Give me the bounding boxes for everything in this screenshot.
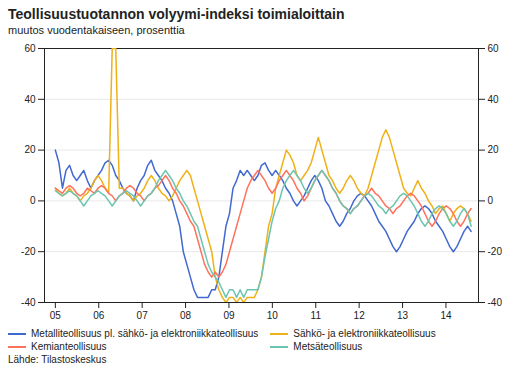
svg-text:06: 06 (93, 310, 105, 321)
html-text:Teollisuustuotannon volyymi-in: Teollisuustuotannon volyymi-indeksi toim… (8, 6, 345, 22)
html-text:muutos vuodentakaiseen, prosen: muutos vuodentakaiseen, prosenttia (8, 24, 185, 36)
svg-text:40: 40 (24, 94, 36, 105)
svg-text:12: 12 (354, 310, 366, 321)
svg-text:-20: -20 (488, 246, 503, 257)
html-text:Lähde: Tilastoskeskus: Lähde: Tilastoskeskus (8, 354, 107, 365)
svg-text:11: 11 (311, 310, 322, 321)
svg-text:40: 40 (488, 94, 500, 105)
svg-text:0: 0 (30, 195, 36, 206)
svg-text:-40: -40 (488, 297, 503, 308)
svg-text:09: 09 (223, 310, 235, 321)
svg-text:-20: -20 (21, 246, 36, 257)
svg-text:60: 60 (24, 43, 36, 54)
svg-text:-40: -40 (21, 297, 36, 308)
svg-text:14: 14 (440, 310, 452, 321)
svg-text:20: 20 (24, 144, 36, 155)
svg-text:05: 05 (50, 310, 62, 321)
svg-text:20: 20 (488, 144, 500, 155)
svg-text:08: 08 (180, 310, 192, 321)
svg-text:13: 13 (397, 310, 409, 321)
svg-text:0: 0 (488, 195, 494, 206)
svg-text:07: 07 (137, 310, 149, 321)
html-text:Metsäteollisuus: Metsäteollisuus (293, 341, 363, 352)
html-text:Sähkö- ja elektroniikkateollis: Sähkö- ja elektroniikkateollisuus (293, 328, 436, 339)
html-text:Kemianteollisuus: Kemianteollisuus (31, 341, 107, 352)
svg-text:60: 60 (488, 43, 500, 54)
html-text:Metalliteollisuus pl. sähkö- j: Metalliteollisuus pl. sähkö- ja elektron… (31, 328, 259, 339)
svg-text:10: 10 (267, 310, 279, 321)
